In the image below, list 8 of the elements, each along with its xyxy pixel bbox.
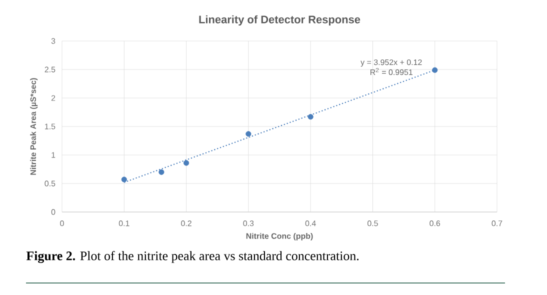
point	[158, 169, 164, 175]
chart-title: Linearity of Detector Response	[199, 15, 360, 26]
point	[184, 160, 190, 166]
point	[246, 131, 252, 137]
point	[432, 67, 438, 73]
text: Figure 2. Plot of the nitrite peak area vs standard concentration.	[26, 251, 359, 263]
point	[121, 176, 127, 182]
point	[308, 114, 314, 120]
